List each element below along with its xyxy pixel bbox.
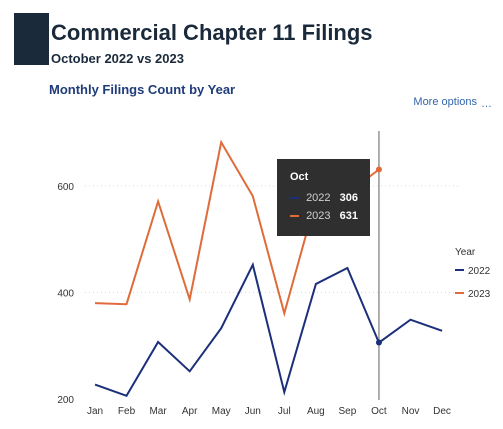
x-tick-label-jun: Jun (245, 406, 261, 417)
more-options-icon[interactable]: … (481, 98, 493, 110)
page-title: Commercial Chapter 11 Filings (51, 20, 373, 45)
tooltip-year-2023: 2023 (306, 210, 331, 222)
series-line-2022 (94, 261, 443, 398)
x-tick-label-jan: Jan (87, 406, 103, 417)
more-options-button[interactable]: More options (413, 96, 477, 108)
tooltip-row-2022: 2022 306 (290, 192, 358, 204)
brand-logo-bar (14, 13, 49, 65)
x-tick-label-sep: Sep (339, 406, 357, 417)
x-tick-label-mar: Mar (149, 406, 167, 417)
legend-label-2023: 2023 (468, 289, 491, 300)
tooltip-title: Oct (290, 171, 309, 183)
x-tick-label-oct: Oct (371, 406, 387, 417)
chart-tooltip: Oct 2022 306 2023 631 (277, 159, 370, 236)
y-tick-label-600: 600 (57, 182, 74, 193)
y-tick-label-400: 400 (57, 289, 74, 300)
tooltip-value-2022: 306 (339, 192, 358, 204)
tooltip-value-2023: 631 (339, 210, 358, 222)
chart-title: Monthly Filings Count by Year (49, 82, 236, 97)
x-tick-label-may: May (212, 406, 231, 417)
point-2023-oct (375, 166, 382, 173)
page-subtitle: October 2022 vs 2023 (51, 51, 184, 66)
x-tick-label-aug: Aug (307, 406, 325, 417)
legend-label-2022: 2022 (468, 266, 491, 277)
x-tick-label-jul: Jul (278, 406, 291, 417)
tooltip-row-2023: 2023 631 (290, 210, 358, 222)
y-tick-label-200: 200 (57, 395, 74, 406)
legend-title: Year (455, 247, 476, 258)
x-tick-label-apr: Apr (182, 406, 198, 417)
point-2022-oct (375, 339, 382, 346)
tooltip-year-2022: 2022 (306, 192, 331, 204)
tooltip-swatch-2023 (290, 215, 299, 218)
x-tick-label-dec: Dec (433, 406, 451, 417)
tooltip-swatch-2022 (290, 197, 299, 200)
x-tick-label-feb: Feb (118, 406, 136, 417)
x-tick-label-nov: Nov (402, 406, 420, 417)
